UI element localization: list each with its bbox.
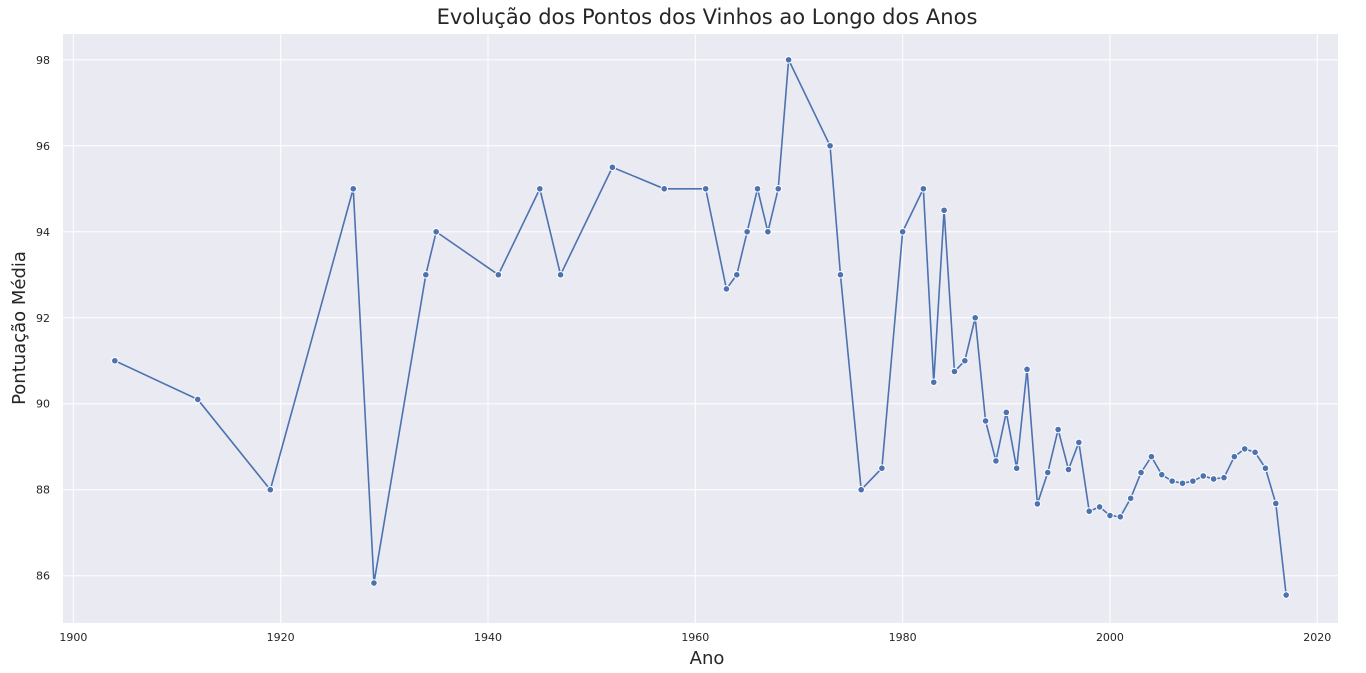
- data-point: [1157, 470, 1166, 479]
- data-point: [722, 285, 731, 293]
- data-point: [1230, 452, 1239, 461]
- x-tick-label: 1960: [681, 631, 709, 644]
- plot-area: [63, 34, 1338, 623]
- data-point: [494, 270, 503, 279]
- data-point: [1116, 513, 1125, 521]
- data-point: [929, 378, 938, 387]
- data-point: [1012, 464, 1021, 473]
- data-point: [1075, 438, 1083, 447]
- data-point: [193, 395, 202, 404]
- data-point: [432, 227, 440, 236]
- x-tick-label: 1980: [889, 631, 917, 644]
- data-point: [743, 227, 751, 236]
- data-point: [1282, 591, 1290, 599]
- data-point: [370, 579, 378, 587]
- y-tick-label: 94: [36, 226, 50, 239]
- data-point: [836, 270, 845, 279]
- x-tick-label: 2020: [1303, 631, 1331, 644]
- data-point: [732, 270, 741, 279]
- data-point: [1054, 425, 1062, 434]
- data-point: [753, 184, 762, 193]
- data-point: [992, 457, 1000, 465]
- data-point: [857, 485, 865, 494]
- data-point: [1023, 365, 1031, 374]
- data-point: [1043, 468, 1052, 477]
- y-axis-label: Pontuação Média: [9, 251, 30, 405]
- y-tick-label: 98: [36, 54, 50, 67]
- data-point: [1137, 468, 1145, 477]
- data-point: [1178, 479, 1187, 488]
- grid: [63, 34, 1338, 623]
- data-point: [1240, 445, 1249, 453]
- data-point: [1272, 499, 1280, 508]
- data-point: [1126, 494, 1135, 503]
- data-point: [1168, 477, 1176, 485]
- data-point: [784, 55, 793, 64]
- data-point: [660, 184, 669, 193]
- data-point: [940, 206, 948, 215]
- data-point: [950, 367, 959, 376]
- y-tick-label: 90: [36, 398, 50, 411]
- data-point: [898, 227, 907, 236]
- data-point: [764, 227, 772, 236]
- data-point: [1261, 464, 1270, 473]
- y-tick-label: 88: [36, 484, 50, 497]
- data-point: [1106, 511, 1114, 520]
- data-point: [556, 270, 565, 279]
- data-point: [1085, 507, 1094, 516]
- data-point: [536, 184, 544, 193]
- chart-title: Evolução dos Pontos dos Vinhos ao Longo …: [437, 5, 978, 29]
- data-point: [1095, 503, 1104, 511]
- ticks: 1900 1920 1940 1960 1980 2000 2020 86 88 90 92 94 96…: [36, 54, 1331, 644]
- data-point: [961, 356, 969, 365]
- data-point: [701, 184, 710, 193]
- data-point: [1220, 473, 1228, 482]
- data-point: [422, 270, 430, 279]
- x-tick-label: 2000: [1096, 631, 1124, 644]
- data-point: [1189, 477, 1197, 485]
- x-tick-label: 1940: [474, 631, 502, 644]
- y-tick-label: 92: [36, 312, 50, 325]
- data-point: [266, 485, 275, 494]
- data-point: [919, 184, 928, 193]
- x-axis-label: Ano: [690, 648, 725, 669]
- data-point: [1033, 500, 1042, 508]
- data-point: [349, 184, 358, 193]
- data-point: [1064, 465, 1073, 474]
- y-tick-label: 86: [36, 570, 50, 583]
- x-tick-label: 1900: [59, 631, 87, 644]
- data-point: [1209, 475, 1218, 483]
- x-tick-label: 1920: [267, 631, 295, 644]
- series: [111, 55, 1290, 599]
- data-point: [971, 313, 979, 322]
- data-point: [1199, 472, 1208, 480]
- data-point: [1147, 452, 1156, 461]
- data-point: [774, 184, 783, 193]
- data-point: [981, 417, 990, 425]
- data-point: [608, 163, 617, 172]
- data-point: [111, 356, 119, 365]
- data-point: [1251, 448, 1259, 457]
- data-point: [1002, 408, 1011, 417]
- data-point: [826, 141, 834, 150]
- y-tick-label: 96: [36, 140, 50, 153]
- data-point: [878, 464, 886, 473]
